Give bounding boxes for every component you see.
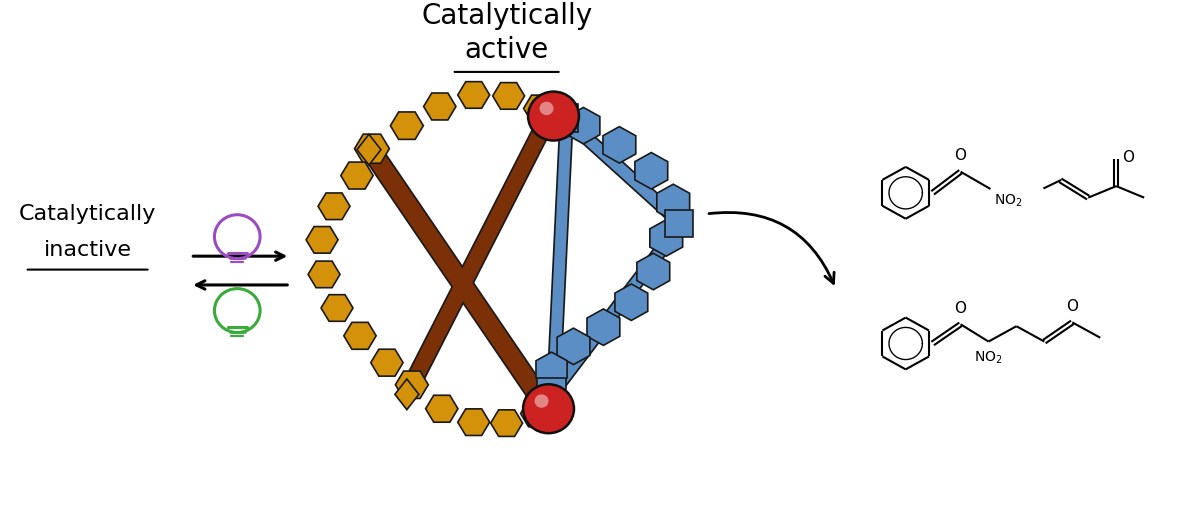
Polygon shape bbox=[665, 210, 694, 237]
Text: O: O bbox=[954, 148, 966, 163]
Circle shape bbox=[540, 102, 553, 115]
Polygon shape bbox=[354, 134, 390, 163]
FancyArrowPatch shape bbox=[709, 213, 834, 283]
Polygon shape bbox=[532, 103, 552, 130]
Circle shape bbox=[523, 384, 574, 433]
Polygon shape bbox=[656, 184, 690, 221]
Polygon shape bbox=[395, 371, 428, 399]
Text: NO$_2$: NO$_2$ bbox=[974, 349, 1003, 366]
Polygon shape bbox=[635, 153, 667, 189]
Polygon shape bbox=[395, 379, 419, 410]
Polygon shape bbox=[587, 309, 620, 345]
Text: NO$_2$: NO$_2$ bbox=[995, 193, 1024, 209]
Polygon shape bbox=[371, 349, 403, 376]
Polygon shape bbox=[557, 328, 590, 365]
Text: Catalytically: Catalytically bbox=[421, 2, 592, 30]
Polygon shape bbox=[457, 409, 490, 436]
Polygon shape bbox=[637, 253, 670, 290]
Circle shape bbox=[534, 394, 548, 408]
Polygon shape bbox=[650, 220, 683, 256]
Text: O: O bbox=[954, 301, 966, 316]
Polygon shape bbox=[426, 395, 458, 422]
Polygon shape bbox=[356, 134, 380, 165]
Polygon shape bbox=[493, 83, 524, 109]
Text: Catalytically: Catalytically bbox=[19, 204, 156, 224]
Polygon shape bbox=[536, 352, 568, 387]
Polygon shape bbox=[491, 410, 522, 437]
Polygon shape bbox=[521, 400, 552, 427]
Text: O: O bbox=[1067, 299, 1079, 314]
Polygon shape bbox=[308, 261, 340, 288]
Polygon shape bbox=[344, 322, 376, 349]
Text: inactive: inactive bbox=[43, 240, 132, 260]
Polygon shape bbox=[532, 394, 552, 421]
Polygon shape bbox=[614, 284, 648, 320]
Text: O: O bbox=[1122, 150, 1134, 165]
Circle shape bbox=[528, 92, 578, 141]
Polygon shape bbox=[523, 95, 556, 122]
Polygon shape bbox=[390, 112, 424, 140]
Text: active: active bbox=[464, 36, 548, 64]
Polygon shape bbox=[318, 193, 350, 219]
Polygon shape bbox=[602, 127, 636, 163]
Polygon shape bbox=[538, 378, 565, 405]
Polygon shape bbox=[341, 162, 373, 189]
Polygon shape bbox=[306, 227, 338, 253]
Polygon shape bbox=[568, 107, 600, 144]
Polygon shape bbox=[550, 104, 577, 132]
Polygon shape bbox=[424, 93, 456, 120]
Polygon shape bbox=[457, 82, 490, 108]
Polygon shape bbox=[322, 295, 353, 321]
